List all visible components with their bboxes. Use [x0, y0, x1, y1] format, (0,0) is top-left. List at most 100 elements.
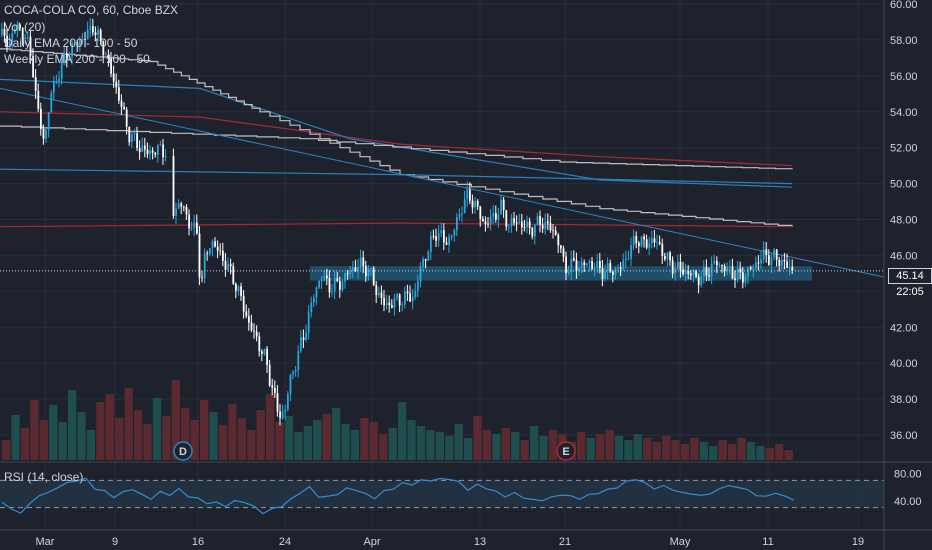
- candle-body: [219, 250, 222, 252]
- candle-body: [19, 24, 21, 29]
- volume-bar: [671, 440, 680, 460]
- candle-body: [398, 294, 401, 306]
- volume-bar: [96, 402, 105, 460]
- candle-body: [755, 262, 757, 268]
- volume-bar: [247, 430, 256, 460]
- time-tick-label: 24: [279, 536, 291, 548]
- candle-body: [339, 281, 341, 290]
- volume-bar: [596, 434, 605, 460]
- candle-body: [367, 268, 370, 277]
- candle-body: [307, 312, 310, 333]
- trendline-line: [0, 87, 885, 278]
- candle-body: [521, 221, 523, 227]
- price-tick-label: 50.00: [890, 179, 918, 191]
- candle-body: [289, 374, 292, 395]
- volume-bar: [134, 410, 143, 460]
- candle-body: [713, 260, 716, 264]
- candle-body: [73, 42, 76, 44]
- candle-body: [710, 263, 713, 277]
- candle-body: [146, 149, 149, 155]
- trendline[interactable]: [0, 87, 885, 278]
- candle-body: [419, 266, 422, 282]
- dividend-marker[interactable]: [173, 441, 193, 461]
- candle-body: [489, 216, 492, 225]
- candle-body: [154, 152, 157, 155]
- rsi-tick-label: 80.00: [894, 469, 922, 481]
- candle-body: [666, 252, 669, 260]
- volume-bar: [643, 438, 652, 460]
- candle-body: [326, 275, 328, 279]
- time-tick-label: Apr: [363, 536, 380, 548]
- candle-body: [271, 385, 274, 389]
- candle-body: [492, 213, 495, 217]
- candle-body: [484, 221, 487, 224]
- candle-body: [71, 43, 73, 57]
- candle-body: [778, 259, 781, 266]
- price-tick-label: 46.00: [890, 250, 918, 262]
- candle-body: [570, 258, 573, 273]
- candle-body: [510, 218, 513, 227]
- countdown-tag: 22:05: [888, 284, 932, 300]
- candle-body: [383, 298, 385, 306]
- rsi-pane: [0, 461, 932, 515]
- candle-body: [518, 221, 521, 224]
- candle-body: [539, 216, 541, 225]
- candle-body: [565, 256, 567, 274]
- candle-body: [679, 261, 682, 270]
- candle-body: [601, 267, 604, 280]
- candle-body: [47, 112, 50, 130]
- support-zone: [310, 266, 812, 281]
- volume-bar: [200, 400, 209, 460]
- volume-bar: [152, 398, 162, 460]
- volume-bar: [218, 425, 228, 460]
- candle-body: [414, 290, 417, 297]
- candle-body: [526, 221, 528, 228]
- candle-body: [183, 206, 185, 208]
- candle-body: [115, 81, 118, 88]
- candle-body: [409, 293, 411, 302]
- candle-body: [37, 91, 40, 109]
- candle-body: [268, 364, 271, 386]
- candle-body: [258, 336, 261, 352]
- price-tick-label: 48.00: [890, 215, 918, 227]
- candle-body: [357, 266, 359, 272]
- candle-body: [333, 278, 336, 292]
- volume-bar: [530, 426, 539, 460]
- candle-body: [372, 267, 375, 286]
- candle-body: [323, 275, 326, 280]
- volume-bars: [2, 380, 793, 460]
- rsi-tick-label: 40.00: [894, 496, 922, 508]
- candle-body: [242, 295, 245, 312]
- candle-body: [320, 279, 323, 281]
- candle-body: [588, 261, 591, 264]
- candle-body: [81, 39, 84, 41]
- candle-body: [237, 286, 240, 291]
- volume-bar: [284, 416, 294, 460]
- volume-bar: [313, 420, 322, 460]
- candle-body: [744, 276, 747, 283]
- candle-body: [255, 331, 258, 337]
- legend-weekly-ema: Weekly EMA 200 - 100 - 50: [4, 52, 150, 66]
- candle-body: [6, 35, 8, 47]
- candle-body: [625, 258, 627, 261]
- last-price-tag: 45.14: [888, 268, 932, 284]
- candle-body: [404, 291, 406, 305]
- candle-body: [294, 370, 297, 372]
- candle-body: [349, 270, 352, 275]
- candle-body: [432, 235, 435, 237]
- candle-body: [313, 297, 315, 303]
- candle-body: [248, 316, 250, 323]
- volume-bar: [577, 432, 586, 460]
- candle-body: [567, 272, 570, 274]
- candle-body: [125, 109, 128, 127]
- earnings-marker[interactable]: [556, 441, 576, 461]
- candle-body: [513, 218, 515, 223]
- volume-bar: [548, 430, 558, 460]
- candle-body: [185, 207, 188, 215]
- candle-body: [716, 260, 718, 266]
- candle-body: [557, 234, 560, 246]
- candle-body: [97, 29, 99, 35]
- candle-body: [222, 250, 224, 261]
